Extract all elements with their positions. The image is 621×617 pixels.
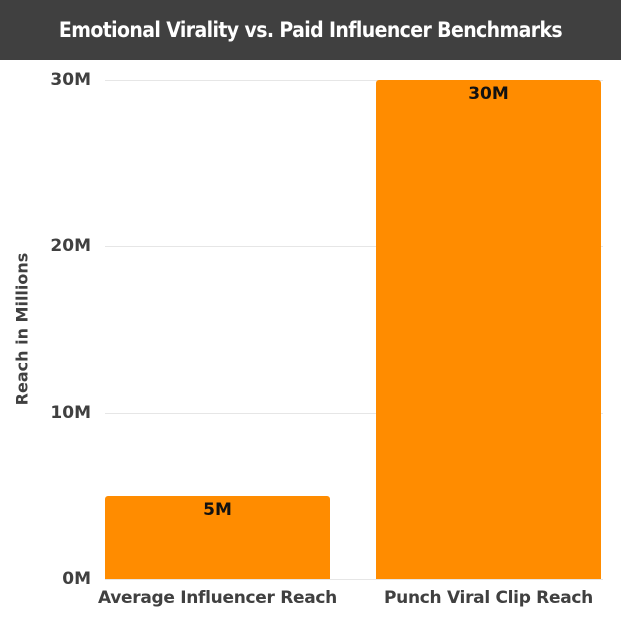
bar-value-label: 5M: [203, 500, 232, 520]
gridline-30m: [105, 80, 603, 81]
bar-punch-viral-clip-reach: 30M: [376, 80, 601, 579]
x-tick-average-influencer-reach: Average Influencer Reach: [97, 588, 337, 608]
x-tick-punch-viral-clip-reach: Punch Viral Clip Reach: [384, 588, 593, 608]
bar-value-label: 30M: [468, 84, 509, 104]
gridline-20m: [105, 246, 603, 247]
y-tick-30m: 30M: [50, 70, 91, 90]
y-tick-0m: 0M: [62, 569, 91, 589]
bar-average-influencer-reach: 5M: [105, 496, 330, 579]
chart-title-bar: Emotional Virality vs. Paid Influencer B…: [0, 0, 621, 60]
y-tick-20m: 20M: [50, 236, 91, 256]
chart-title: Emotional Virality vs. Paid Influencer B…: [58, 18, 563, 42]
y-axis-label: Reach in Millions: [12, 252, 32, 406]
gridline-10m: [105, 413, 603, 414]
gridline-0m: [105, 579, 603, 580]
y-tick-10m: 10M: [50, 403, 91, 423]
